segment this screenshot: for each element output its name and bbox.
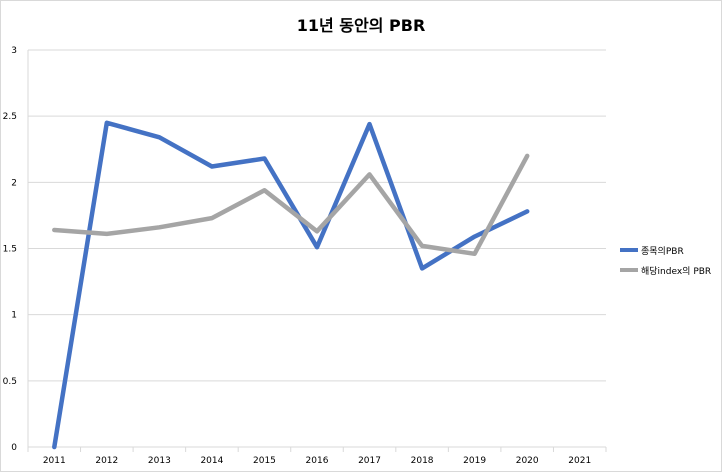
x-tick-label: 2019 bbox=[463, 456, 486, 466]
legend-label: 종목의PBR bbox=[641, 246, 684, 257]
y-tick-label: 1 bbox=[11, 311, 17, 321]
legend: 종목의PBR 해당index의 PBR bbox=[620, 240, 720, 280]
x-tick-label: 2020 bbox=[516, 456, 539, 466]
legend-item-series-2: 해당index의 PBR bbox=[620, 260, 720, 280]
x-tick-label: 2021 bbox=[568, 456, 591, 466]
x-tick-label: 2011 bbox=[43, 456, 66, 466]
chart-title: 11년 동안의 PBR bbox=[296, 16, 426, 35]
series-line-1 bbox=[52, 120, 530, 450]
x-tick-label: 2012 bbox=[95, 456, 118, 466]
legend-label: 해당index의 PBR bbox=[641, 266, 712, 277]
x-tick-label: 2014 bbox=[200, 456, 223, 466]
y-tick-label: 0.5 bbox=[3, 377, 17, 387]
legend-swatch bbox=[620, 268, 638, 272]
legend-item-series-1: 종목의PBR bbox=[620, 240, 720, 260]
legend-swatch bbox=[620, 248, 638, 252]
y-tick-label: 0 bbox=[11, 443, 17, 453]
y-tick-label: 2 bbox=[11, 178, 17, 188]
x-tick-label: 2018 bbox=[411, 456, 434, 466]
y-tick-label: 1.5 bbox=[3, 245, 17, 255]
x-tick-label: 2013 bbox=[148, 456, 171, 466]
y-tick-label: 3 bbox=[11, 46, 17, 56]
x-tick-label: 2015 bbox=[253, 456, 276, 466]
x-tick-label: 2017 bbox=[358, 456, 381, 466]
y-tick-label: 2.5 bbox=[3, 112, 17, 122]
series-line-2 bbox=[52, 153, 530, 257]
x-tick-label: 2016 bbox=[306, 456, 329, 466]
